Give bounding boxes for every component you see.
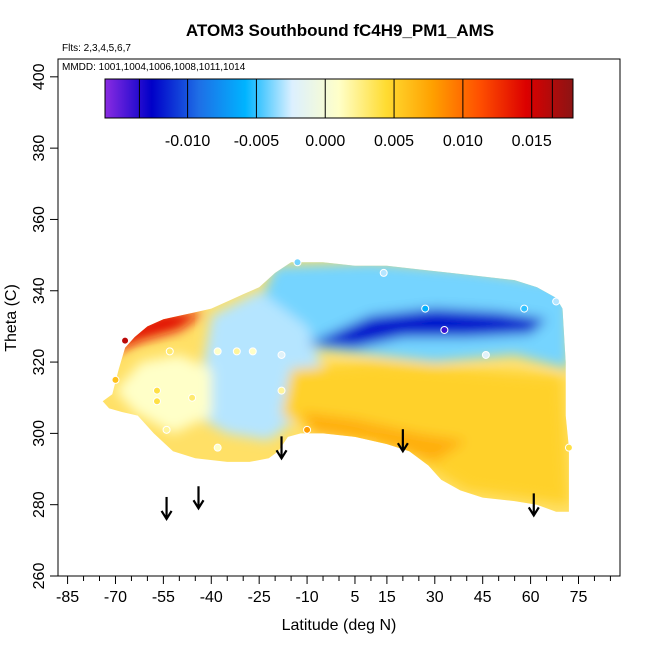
sample-point <box>213 443 222 452</box>
tropopause-arrow <box>192 486 205 511</box>
tropopause-arrow <box>275 436 288 461</box>
x-tick-label: 15 <box>378 589 396 606</box>
sample-point <box>277 386 286 395</box>
x-tick-label: 75 <box>570 589 588 606</box>
colorbar-tick-label: 0.005 <box>374 133 414 150</box>
sample-point <box>165 347 174 356</box>
sample-point <box>232 347 241 356</box>
colorbar-tick-label: 0.015 <box>512 133 552 150</box>
tropopause-arrows <box>160 429 540 522</box>
sample-point <box>121 336 130 345</box>
x-tick-label: -40 <box>200 589 223 606</box>
region-subtropical-light <box>115 354 212 434</box>
tropopause-arrow <box>527 493 540 518</box>
region-warm-orange-core <box>300 412 467 462</box>
colorbar-gradient <box>104 78 574 119</box>
y-tick-label: 320 <box>31 349 48 376</box>
x-tick-label: 60 <box>522 589 540 606</box>
sample-point <box>379 268 388 277</box>
tropopause-arrow <box>396 429 409 454</box>
x-tick-label: -10 <box>296 589 319 606</box>
x-axis: -85 -70 -55 -40 -25 -10 5 15 30 45 60 75 <box>56 576 611 606</box>
x-tick-label: 5 <box>351 589 360 606</box>
x-tick-label: -55 <box>152 589 175 606</box>
x-tick-label: 45 <box>474 589 492 606</box>
tropopause-arrow <box>160 496 173 522</box>
dates-note: MMDD: 1001,1004,1006,1008,1011,1014 <box>62 62 246 73</box>
colorbar-tick-label: -0.005 <box>234 133 279 150</box>
y-tick-label: 340 <box>31 277 48 304</box>
chart-title: ATOM3 Southbound fC4H9_PM1_AMS <box>186 21 494 40</box>
x-tick-label: -85 <box>56 589 79 606</box>
region-southern-high-red-edge <box>109 312 205 355</box>
sample-point <box>440 325 449 334</box>
flights-note: Flts: 2,3,4,5,6,7 <box>62 43 131 54</box>
sample-point <box>152 397 161 406</box>
sample-point <box>152 386 161 395</box>
sample-point <box>421 304 430 313</box>
sample-point <box>277 350 286 359</box>
sample-point <box>552 297 561 306</box>
sample-points <box>111 258 573 452</box>
x-tick-label: -70 <box>104 589 127 606</box>
colorbar-tick-label: 0.000 <box>305 133 345 150</box>
sample-point <box>564 443 573 452</box>
y-tick-label: 400 <box>31 63 48 90</box>
y-axis-label: Theta (C) <box>3 284 20 352</box>
region-lower-trop-yellow <box>281 362 569 505</box>
sample-point <box>111 375 120 384</box>
x-axis-label: Latitude (deg N) <box>282 617 397 634</box>
y-tick-label: 280 <box>31 491 48 518</box>
y-tick-label: 360 <box>31 206 48 233</box>
y-tick-label: 380 <box>31 135 48 162</box>
y-axis: 260 280 300 320 340 360 380 400 <box>31 63 58 589</box>
sample-point <box>481 350 490 359</box>
colorbar: -0.010 -0.005 0.000 0.005 0.010 0.015 <box>104 78 574 150</box>
sample-point <box>248 347 257 356</box>
x-tick-label: -25 <box>248 589 271 606</box>
sample-point <box>303 425 312 434</box>
sample-point <box>293 258 302 267</box>
sample-point <box>188 393 197 402</box>
colorbar-tick-label: 0.010 <box>443 133 483 150</box>
colorbar-tick-label: -0.010 <box>165 133 210 150</box>
sample-point <box>520 304 529 313</box>
region-upper-trop-deep-blue-band <box>307 308 547 348</box>
sample-point <box>213 347 222 356</box>
x-tick-label: 30 <box>426 589 444 606</box>
y-tick-label: 300 <box>31 420 48 447</box>
y-tick-label: 260 <box>31 563 48 590</box>
sample-point <box>162 425 171 434</box>
